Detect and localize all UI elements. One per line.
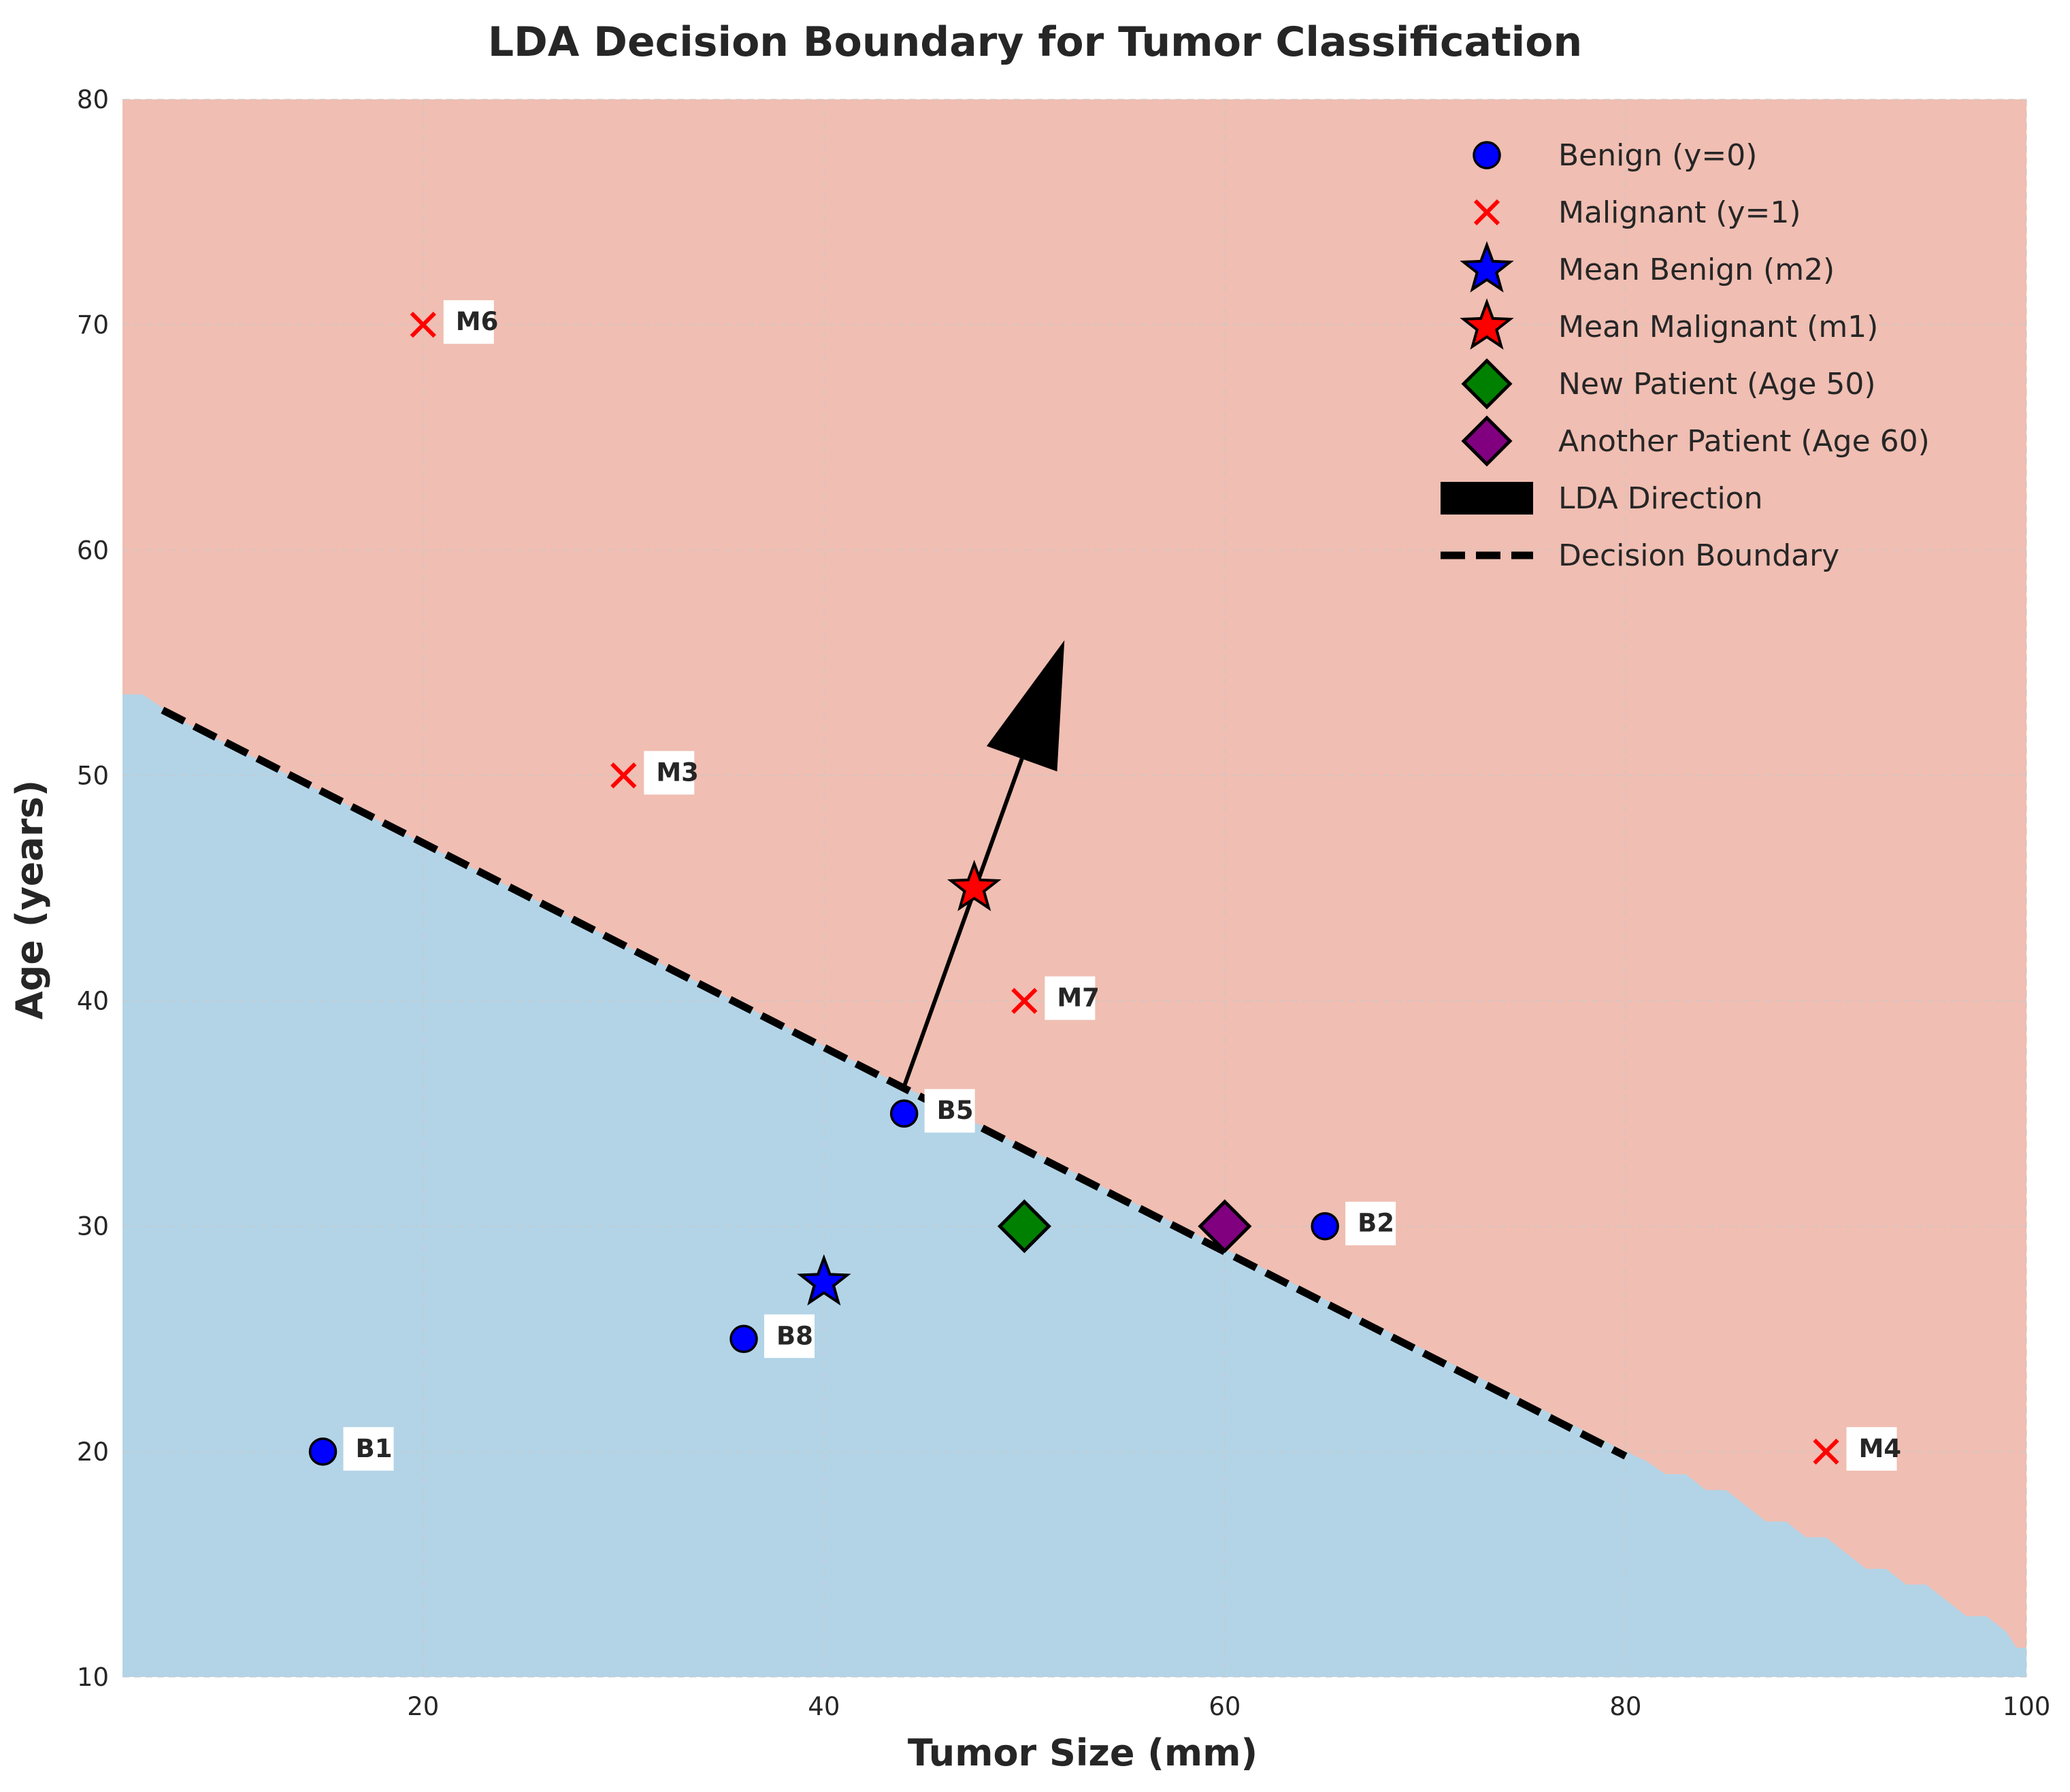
point-label-box bbox=[1045, 976, 1096, 1020]
benign-point-label: B1 bbox=[356, 1434, 393, 1463]
another-patient-diamond bbox=[1198, 1199, 1252, 1254]
benign-point-label: B5 bbox=[937, 1096, 974, 1125]
legend-label: New Patient (Age 50) bbox=[1558, 367, 1876, 402]
legend-lda-direction-marker bbox=[1441, 482, 1533, 515]
benign-point bbox=[308, 1437, 338, 1466]
y-tick-label: 60 bbox=[77, 536, 109, 565]
legend-benign-marker bbox=[1473, 141, 1501, 169]
legend-label: Benign (y=0) bbox=[1558, 138, 1757, 173]
mean-benign-star bbox=[797, 1254, 851, 1306]
legend-label: Malignant (y=1) bbox=[1558, 195, 1801, 230]
malignant-point-label: M7 bbox=[1057, 983, 1100, 1013]
mean-malignant-star bbox=[947, 860, 1002, 911]
legend-label: Decision Boundary bbox=[1558, 538, 1839, 573]
point-label-box bbox=[1846, 1427, 1897, 1471]
lda-direction-arrowhead bbox=[986, 640, 1065, 772]
point-label-box bbox=[1345, 1201, 1396, 1245]
legend-label: Another Patient (Age 60) bbox=[1558, 424, 1930, 459]
x-axis-label: Tumor Size (mm) bbox=[908, 1731, 1258, 1774]
legend-another-patient-marker bbox=[1461, 415, 1513, 467]
point-label-box bbox=[443, 300, 494, 344]
legend-entry-new-patient: New Patient (Age 50) bbox=[1461, 358, 1876, 410]
legend-label: Mean Benign (m2) bbox=[1558, 252, 1835, 287]
legend-label: LDA Direction bbox=[1558, 481, 1762, 516]
point-label-box bbox=[644, 751, 695, 795]
legend-entry-lda-direction: LDA Direction bbox=[1441, 481, 1762, 516]
benign-point bbox=[889, 1099, 919, 1128]
decision-boundary-line bbox=[161, 706, 1628, 1460]
malignant-point-label: M3 bbox=[656, 757, 699, 787]
new-patient-diamond bbox=[997, 1199, 1051, 1254]
malignant-point bbox=[610, 762, 637, 789]
point-label-box bbox=[924, 1089, 975, 1133]
legend: Benign (y=0) Malignant (y=1) Mean Benign (… bbox=[1441, 138, 1930, 573]
legend-mean-benign-marker bbox=[1460, 241, 1514, 293]
y-tick-label: 40 bbox=[77, 987, 109, 1016]
y-tick-label: 20 bbox=[77, 1437, 109, 1467]
legend-mean-malignant-marker bbox=[1460, 298, 1514, 350]
benign-region bbox=[122, 694, 2026, 1678]
legend-entry-mean-benign: Mean Benign (m2) bbox=[1460, 241, 1835, 293]
legend-malignant-marker bbox=[1473, 199, 1500, 226]
x-tick-label: 100 bbox=[2003, 1692, 2051, 1721]
point-label-box bbox=[343, 1427, 394, 1471]
y-tick-label: 70 bbox=[77, 310, 109, 340]
legend-entry-decision-boundary: Decision Boundary bbox=[1441, 538, 1839, 573]
x-tick-label: 20 bbox=[407, 1692, 439, 1721]
y-axis-label: Age (years) bbox=[8, 780, 51, 1020]
y-tick-label: 50 bbox=[77, 761, 109, 790]
legend-entry-benign: Benign (y=0) bbox=[1473, 138, 1757, 173]
benign-point bbox=[729, 1324, 758, 1354]
benign-point-label: B8 bbox=[776, 1321, 813, 1350]
lda-direction-shaft bbox=[902, 757, 1024, 1088]
malignant-point-label: M4 bbox=[1858, 1434, 1901, 1463]
point-label-box bbox=[764, 1314, 815, 1358]
legend-new-patient-marker bbox=[1461, 358, 1513, 410]
legend-entry-mean-malignant: Mean Malignant (m1) bbox=[1460, 298, 1878, 350]
y-tick-label: 30 bbox=[77, 1212, 109, 1241]
legend-entry-malignant: Malignant (y=1) bbox=[1473, 195, 1801, 230]
benign-point bbox=[1311, 1211, 1339, 1241]
y-tick-label: 80 bbox=[77, 85, 109, 114]
malignant-point bbox=[1011, 988, 1038, 1014]
malignant-point bbox=[1813, 1438, 1839, 1465]
malignant-point bbox=[410, 312, 436, 338]
plot-area: 20 40 60 80 100 10 20 30 40 50 60 70 80 B1 B8 B5 B2 M6 M3 M… bbox=[77, 85, 2050, 1721]
y-tick-label: 10 bbox=[77, 1663, 109, 1692]
x-tick-label: 40 bbox=[808, 1692, 840, 1721]
chart-title: LDA Decision Boundary for Tumor Classifi… bbox=[488, 18, 1582, 66]
benign-point-label: B2 bbox=[1358, 1209, 1394, 1238]
legend-label: Mean Malignant (m1) bbox=[1558, 310, 1878, 344]
x-tick-label: 80 bbox=[1609, 1692, 1641, 1721]
x-tick-label: 60 bbox=[1209, 1692, 1241, 1721]
malignant-point-label: M6 bbox=[456, 307, 499, 336]
legend-entry-another-patient: Another Patient (Age 60) bbox=[1461, 415, 1930, 467]
